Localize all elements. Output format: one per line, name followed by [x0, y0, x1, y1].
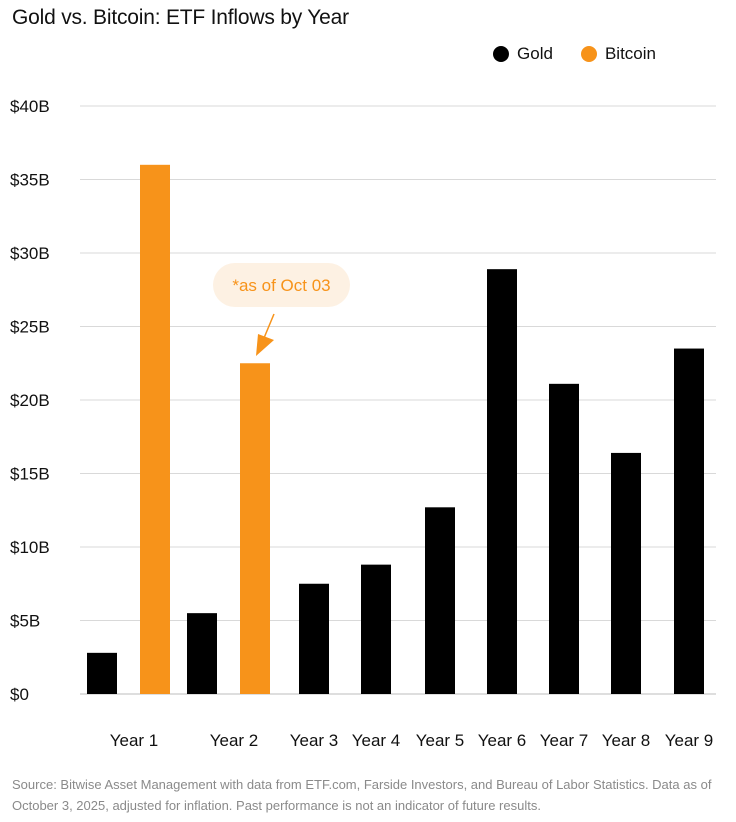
x-tick-label: Year 8	[602, 731, 651, 750]
legend-label-bitcoin: Bitcoin	[604, 44, 656, 63]
x-tick-label: Year 7	[540, 731, 589, 750]
legend-item-bitcoin: Bitcoin	[580, 44, 656, 64]
legend-label-gold: Gold	[517, 44, 553, 63]
bar-gold	[87, 652, 117, 694]
bar-bitcoin	[140, 164, 170, 695]
annotation-text: *as of Oct 03	[232, 276, 330, 295]
bar-gold	[187, 613, 217, 694]
y-tick-label: $10B	[10, 538, 50, 557]
legend-item-gold: Gold	[493, 44, 553, 64]
y-tick-label: $5B	[10, 612, 40, 631]
x-tick-label: Year 3	[290, 731, 339, 750]
legend: Gold Bitcoin	[493, 44, 656, 64]
y-tick-label: $25B	[10, 318, 50, 337]
annotation-bubble	[213, 263, 350, 307]
source-note: Source: Bitwise Asset Management with da…	[12, 777, 712, 813]
bar-chart: $0 $5B $10B $15B $20B $25B $30B $35B $40B Year 1 Y…	[10, 97, 716, 750]
x-tick-label: Year 6	[478, 731, 527, 750]
legend-swatch-gold	[493, 46, 510, 62]
y-tick-label: $0	[10, 685, 29, 704]
legend-swatch-bitcoin	[580, 46, 597, 62]
bar-gold	[299, 583, 329, 694]
chart-title: Gold vs. Bitcoin: ETF Inflows by Year	[12, 6, 349, 29]
x-tick-label: Year 5	[416, 731, 465, 750]
x-tick-label: Year 9	[665, 731, 714, 750]
y-tick-label: $30B	[10, 244, 50, 263]
x-tick-label: Year 2	[210, 731, 259, 750]
bar-gold	[611, 452, 641, 694]
bar-gold	[549, 383, 579, 694]
x-tick-label: Year 4	[352, 731, 401, 750]
bar-gold	[425, 507, 455, 694]
bar-gold	[361, 564, 391, 694]
y-tick-label: $20B	[10, 391, 50, 410]
x-tick-label: Year 1	[110, 731, 159, 750]
y-tick-label: $35B	[10, 171, 50, 190]
annotation-arrowhead	[256, 334, 274, 356]
annotation-arrow-line	[263, 313, 275, 339]
y-tick-label: $40B	[10, 97, 50, 116]
y-tick-label: $15B	[10, 465, 50, 484]
bar-bitcoin	[240, 363, 270, 694]
bar-gold	[674, 348, 704, 694]
bar-gold	[487, 269, 517, 694]
